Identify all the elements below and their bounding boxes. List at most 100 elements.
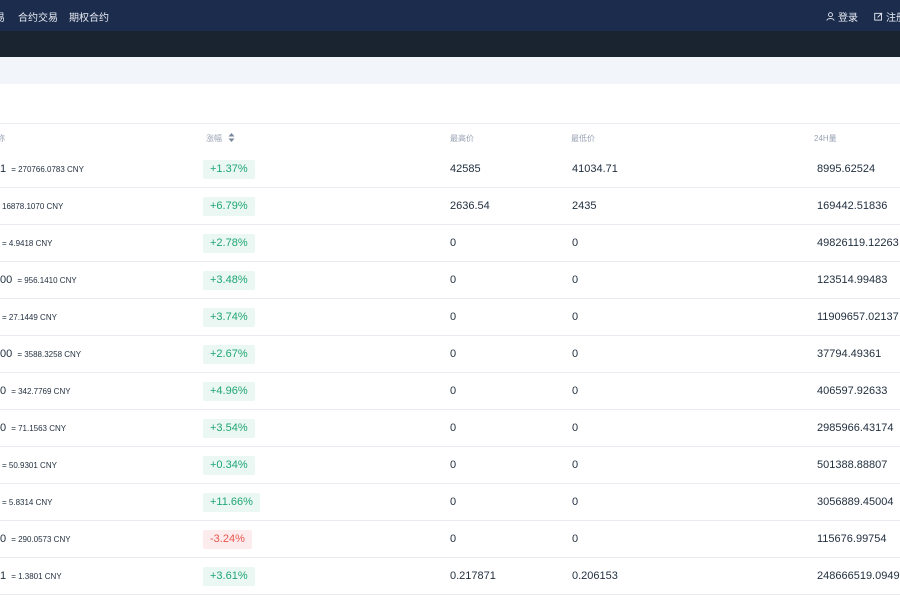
table-row[interactable]: 0 = 290.0573 CNY -3.24% 0 0 115676.99754 [0, 521, 900, 558]
pair-cell: 00 = 956.1410 CNY [0, 274, 77, 286]
header-low[interactable]: 最低价 [571, 134, 595, 143]
table-row[interactable]: = 4.9418 CNY +2.78% 0 0 49826119.12263 [0, 225, 900, 262]
volume-24h: 37794.49361 [817, 348, 882, 360]
high-price: 0.217871 [450, 570, 496, 582]
cny-price: = 71.1563 CNY [11, 424, 67, 433]
pair-cell: 0 = 290.0573 CNY [0, 533, 71, 545]
table-row[interactable]: 0 = 71.1563 CNY +3.54% 0 0 2985966.43174 [0, 410, 900, 447]
volume-24h: 8995.62524 [817, 163, 876, 175]
last-price: 0 [0, 422, 7, 434]
last-price: 00 [0, 274, 13, 286]
sub-header-bar [0, 31, 900, 57]
high-price: 42585 [450, 163, 481, 175]
low-price: 0 [572, 533, 579, 545]
volume-24h: 123514.99483 [817, 274, 888, 286]
low-price: 0 [572, 459, 579, 471]
market-table: 称 涨幅 最高价 最低价 24H量 1 = 270766.0783 CNY +1.… [0, 123, 900, 595]
cny-price: = 1.3801 CNY [11, 572, 62, 581]
pair-cell: = 50.9301 CNY [0, 459, 57, 471]
last-price: 0 [0, 385, 7, 397]
change-badge: +0.34% [203, 456, 255, 475]
pair-cell: 1 = 1.3801 CNY [0, 570, 62, 582]
change-badge: +2.78% [203, 234, 255, 253]
change-badge: +3.74% [203, 308, 255, 327]
header-change[interactable]: 涨幅 [206, 134, 222, 143]
sort-icon[interactable] [228, 132, 235, 143]
low-price: 2435 [572, 200, 597, 212]
change-badge: +3.54% [203, 419, 255, 438]
cny-price: = 50.9301 CNY [2, 461, 57, 470]
nav-item-options-contract[interactable]: 期权合约 [69, 13, 109, 24]
cny-price: = 290.0573 CNY [11, 535, 71, 544]
pair-cell: 0 = 342.7769 CNY [0, 385, 71, 397]
change-badge: +4.96% [203, 382, 255, 401]
pair-cell: 1 = 270766.0783 CNY [0, 163, 84, 175]
last-price: 00 [0, 348, 13, 360]
user-icon [826, 12, 835, 21]
volume-24h: 169442.51836 [817, 200, 888, 212]
nav-item-contract-trade[interactable]: 合约交易 [18, 13, 58, 24]
low-price: 0 [572, 496, 579, 508]
cny-price: = 3588.3258 CNY [17, 350, 82, 359]
high-price: 2636.54 [450, 200, 490, 212]
cny-price: = 4.9418 CNY [2, 239, 53, 248]
change-badge: +3.48% [203, 271, 255, 290]
change-badge: -3.24% [203, 530, 252, 549]
cny-price: = 342.7769 CNY [11, 387, 71, 396]
high-price: 0 [450, 237, 457, 249]
volume-24h: 3056889.45004 [817, 496, 894, 508]
register-label: 注册 [886, 13, 900, 24]
header-pair[interactable]: 称 [0, 134, 5, 143]
table-row[interactable]: 1 = 270766.0783 CNY +1.37% 42585 41034.71 89… [0, 151, 900, 188]
table-row[interactable]: 00 = 956.1410 CNY +3.48% 0 0 123514.99483 [0, 262, 900, 299]
cny-price: 16878.1070 CNY [2, 202, 64, 211]
volume-24h: 248666519.0949 [817, 570, 900, 582]
low-price: 0 [572, 348, 579, 360]
cny-price: = 5.8314 CNY [2, 498, 53, 507]
high-price: 0 [450, 422, 457, 434]
table-row[interactable]: = 50.9301 CNY +0.34% 0 0 501388.88807 [0, 447, 900, 484]
high-price: 0 [450, 496, 457, 508]
volume-24h: 406597.92633 [817, 385, 888, 397]
pair-cell: = 5.8314 CNY [0, 496, 52, 508]
pair-cell: 16878.1070 CNY [0, 200, 63, 212]
header-volume[interactable]: 24H量 [814, 134, 837, 143]
cny-price: = 956.1410 CNY [17, 276, 77, 285]
volume-24h: 2985966.43174 [817, 422, 894, 434]
low-price: 41034.71 [572, 163, 618, 175]
low-price: 0 [572, 274, 579, 286]
login-link[interactable]: 登录 [826, 9, 858, 24]
high-price: 0 [450, 348, 457, 360]
low-price: 0.206153 [572, 570, 618, 582]
low-price: 0 [572, 311, 579, 323]
filter-strip [0, 57, 900, 84]
table-row[interactable]: 0 = 342.7769 CNY +4.96% 0 0 406597.92633 [0, 373, 900, 410]
table-row[interactable]: = 5.8314 CNY +11.66% 0 0 3056889.45004 [0, 484, 900, 521]
change-badge: +6.79% [203, 197, 255, 216]
pair-cell: 00 = 3588.3258 CNY [0, 348, 81, 360]
table-body: 1 = 270766.0783 CNY +1.37% 42585 41034.71 89… [0, 151, 900, 595]
last-price: 1 [0, 163, 7, 175]
volume-24h: 11909657.02137 [817, 311, 899, 323]
high-price: 0 [450, 533, 457, 545]
table-header: 称 涨幅 最高价 最低价 24H量 [0, 124, 900, 151]
low-price: 0 [572, 422, 579, 434]
nav-item-spot-trade[interactable]: 易 [0, 9, 5, 24]
table-row[interactable]: = 27.1449 CNY +3.74% 0 0 11909657.02137 [0, 299, 900, 336]
change-badge: +1.37% [203, 160, 255, 179]
last-price: 1 [0, 570, 7, 582]
table-row[interactable]: 1 = 1.3801 CNY +3.61% 0.217871 0.206153 2486… [0, 558, 900, 595]
change-badge: +3.61% [203, 567, 255, 586]
volume-24h: 49826119.12263 [817, 237, 899, 249]
high-price: 0 [450, 459, 457, 471]
header-high[interactable]: 最高价 [450, 134, 474, 143]
volume-24h: 501388.88807 [817, 459, 888, 471]
last-price: 0 [0, 533, 7, 545]
table-row[interactable]: 16878.1070 CNY +6.79% 2636.54 2435 169442.51… [0, 188, 900, 225]
high-price: 0 [450, 274, 457, 286]
cny-price: = 27.1449 CNY [2, 313, 57, 322]
change-badge: +11.66% [203, 493, 260, 512]
login-label: 登录 [838, 13, 858, 24]
register-link[interactable]: 注册 [874, 9, 900, 24]
table-row[interactable]: 00 = 3588.3258 CNY +2.67% 0 0 37794.49361 [0, 336, 900, 373]
